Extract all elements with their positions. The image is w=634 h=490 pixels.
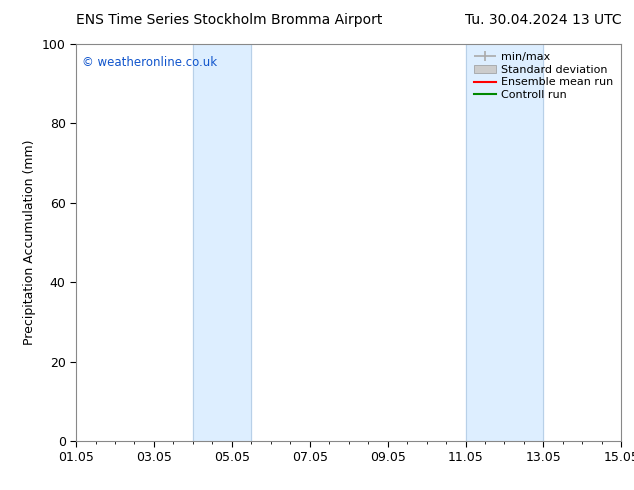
- Legend: min/max, Standard deviation, Ensemble mean run, Controll run: min/max, Standard deviation, Ensemble me…: [471, 49, 616, 102]
- Text: Tu. 30.04.2024 13 UTC: Tu. 30.04.2024 13 UTC: [465, 13, 621, 26]
- Bar: [465, 44, 543, 441]
- Text: © weatheronline.co.uk: © weatheronline.co.uk: [82, 56, 217, 69]
- Text: ENS Time Series Stockholm Bromma Airport: ENS Time Series Stockholm Bromma Airport: [76, 13, 382, 26]
- Bar: [193, 44, 251, 441]
- Y-axis label: Precipitation Accumulation (mm): Precipitation Accumulation (mm): [23, 140, 36, 345]
